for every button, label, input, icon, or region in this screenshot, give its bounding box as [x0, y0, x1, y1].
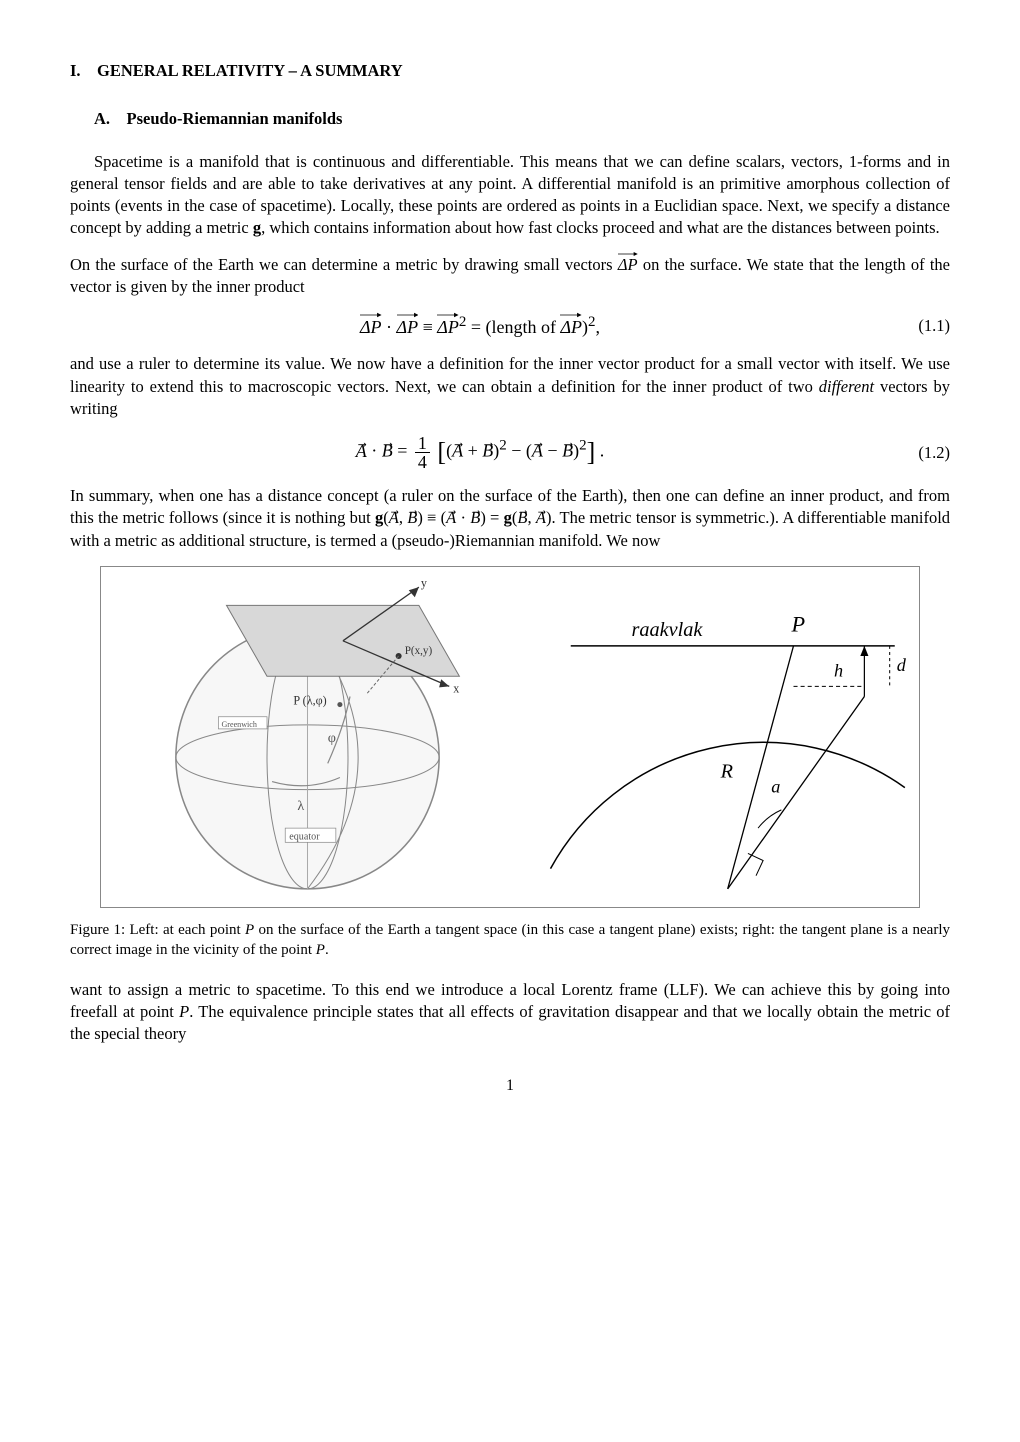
lbl-d: d [897, 655, 907, 675]
eq1-lhs1: ΔP [360, 317, 382, 337]
eq2-sq2: 2 [579, 438, 587, 454]
cap-P1: P [245, 922, 254, 938]
figure-svg: λ φ equator pole Greenwich P (λ,φ) P(x,y… [105, 575, 915, 899]
paragraph-4: In summary, when one has a distance conc… [70, 485, 950, 552]
rbracket: ] [587, 438, 596, 467]
vec-dp3: ΔP [437, 315, 459, 339]
figure-caption: Figure 1: Left: at each point P on the s… [70, 920, 950, 961]
lbl-R: R [720, 761, 734, 783]
frac-den: 4 [415, 453, 430, 471]
p5P: P [179, 1002, 189, 1021]
section-heading: I. GENERAL RELATIVITY – A SUMMARY [70, 60, 950, 82]
lbl-y: y [421, 576, 428, 590]
p1b: , which contains information about how f… [261, 218, 940, 237]
page-number: 1 [70, 1075, 950, 1097]
section-title: GENERAL RELATIVITY – A SUMMARY [97, 61, 403, 80]
lbracket: [ [437, 438, 446, 467]
lbl-phi: φ [328, 730, 336, 746]
fig-right: raakvlak P R a h d [551, 612, 907, 889]
lbl-raakvlak: raakvlak [632, 619, 704, 641]
eq1-dot: · [382, 317, 397, 337]
eq2-body: A⃗ · B⃗ = 14 [(A⃗ + B⃗)2 − (A⃗ − B⃗)2] . [70, 434, 890, 471]
eq2-minus: − [507, 441, 526, 461]
g2: g [504, 508, 512, 527]
equation-2: A⃗ · B⃗ = 14 [(A⃗ + B⃗)2 − (A⃗ − B⃗)2] .… [70, 434, 950, 471]
paragraph-1: Spacetime is a manifold that is continuo… [70, 151, 950, 240]
eq1-pow2: 2 [588, 314, 596, 330]
arrow-icon [437, 311, 459, 319]
eq1-body: ΔP · ΔP ≡ ΔP2 = (length of ΔP)2, [70, 312, 890, 339]
arrow-icon [360, 311, 382, 319]
cap-P2: P [316, 942, 325, 958]
lbl-x: x [453, 681, 459, 695]
arrow-icon [397, 311, 419, 319]
vec-dp2: ΔP [397, 315, 419, 339]
frac-1-4: 14 [415, 434, 430, 471]
eq1-comma: , [596, 317, 601, 337]
p3-emph: different [819, 377, 874, 396]
cap-a: Figure 1: Left: at each point [70, 922, 245, 938]
eq1-rhs2: ΔP [560, 317, 582, 337]
lbl-P: P [790, 612, 805, 637]
fig-left: λ φ equator pole Greenwich P (λ,φ) P(x,y… [176, 576, 460, 889]
arrow-icon [560, 311, 582, 319]
figure-1: λ φ equator pole Greenwich P (λ,φ) P(x,y… [100, 566, 920, 908]
lbl-Pxy: P(x,y) [405, 645, 433, 657]
section-label: I. [70, 61, 81, 80]
g1: g [375, 508, 383, 527]
eq1-lhs2: ΔP [397, 317, 419, 337]
equation-1: ΔP · ΔP ≡ ΔP2 = (length of ΔP)2, (1.1) [70, 312, 950, 339]
paragraph-5: want to assign a metric to spacetime. To… [70, 979, 950, 1046]
lbl-lambda: λ [297, 798, 304, 814]
eq2-A: A [356, 441, 367, 461]
vector-dp: ΔP [618, 254, 638, 276]
eq2-B: B [382, 441, 393, 461]
p5b: . The equivalence principle states that … [70, 1002, 950, 1043]
arrow-icon [618, 250, 638, 258]
vec-dp1: ΔP [360, 315, 382, 339]
metric-g: g [253, 218, 261, 237]
lbl-h: h [834, 660, 843, 680]
frac-num: 1 [415, 434, 430, 453]
eq2-eq: = [393, 441, 412, 461]
cap-c: . [325, 942, 329, 958]
eq2-sq1: 2 [499, 438, 507, 454]
lbl-a: a [771, 777, 780, 797]
eq2-dot: · [367, 441, 382, 461]
vec-dp4: ΔP [560, 315, 582, 339]
eq1-number: (1.1) [890, 315, 950, 337]
eq1-eq: ≡ [418, 317, 437, 337]
subsection-label: A. [94, 109, 110, 128]
eq1-rhs1: ΔP [437, 317, 459, 337]
subsection-heading: A. Pseudo-Riemannian manifolds [94, 108, 950, 130]
lbl-equator: equator [289, 831, 320, 842]
subsection-title: Pseudo-Riemannian manifolds [127, 109, 343, 128]
lbl-greenwich: Greenwich [221, 720, 257, 729]
p2a: On the surface of the Earth we can deter… [70, 255, 618, 274]
paragraph-3: and use a ruler to determine its value. … [70, 353, 950, 420]
eq2-number: (1.2) [890, 442, 950, 464]
eq1-eqeq: = (length of [466, 317, 560, 337]
lbl-Plphi: P (λ,φ) [293, 694, 326, 708]
paragraph-2: On the surface of the Earth we can deter… [70, 254, 950, 299]
